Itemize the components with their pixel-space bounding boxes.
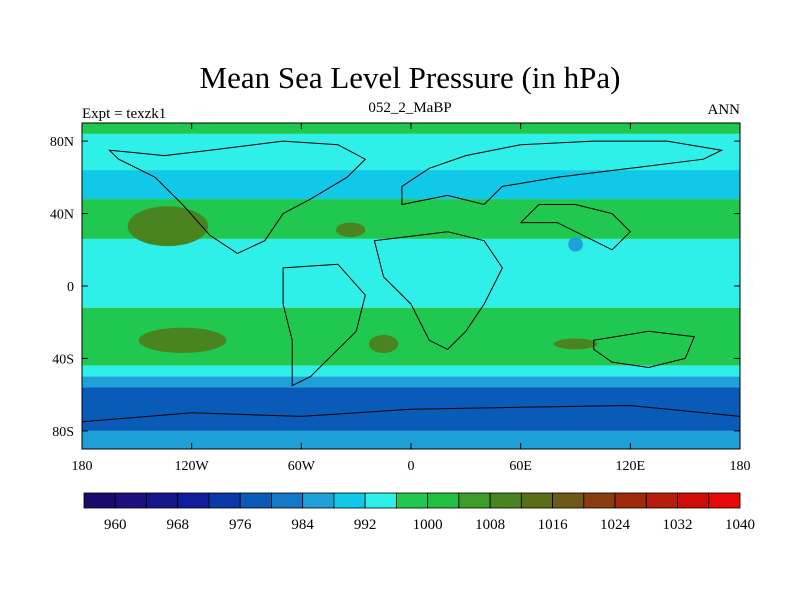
colorbar-swatch-6 (271, 492, 304, 509)
high-pressure-cell-4 (553, 338, 598, 350)
colorbar-swatch-9 (364, 492, 397, 509)
x-tick-label-0: 180 (72, 459, 93, 474)
pressure-cells (127, 206, 598, 354)
colorbar-label-1: 968 (166, 517, 189, 533)
colorbar-swatch-18 (645, 492, 678, 509)
map-field (82, 123, 740, 449)
coastline-3 (401, 140, 724, 206)
y-tick-label-4: 80S (52, 425, 74, 440)
colorbar-swatch-20 (708, 492, 741, 509)
colorbar-swatch-8 (333, 492, 366, 509)
x-axis: 180 120W 60W 0 60E 120E 180 (72, 123, 751, 474)
high-pressure-cell-0 (127, 206, 209, 247)
colorbar-label-7: 1016 (538, 517, 569, 533)
colorbar-label-4: 992 (354, 517, 377, 533)
colorbar-label-5: 1000 (413, 517, 443, 533)
x-tick-label-4: 60E (509, 459, 532, 474)
high-pressure-cell-1 (336, 222, 366, 238)
y-tick-label-1: 40N (50, 208, 74, 223)
colorbar-label-0: 960 (104, 517, 127, 533)
colorbar-swatch-1 (114, 492, 147, 509)
high-pressure-cell-2 (138, 327, 227, 354)
colorbar-swatch-15 (552, 492, 585, 509)
colorbar-swatch-5 (239, 492, 272, 509)
y-tick-label-0: 80N (50, 135, 74, 150)
pressure-bands (82, 123, 740, 449)
center-subtitle: 052_2_MaBP (368, 100, 451, 116)
y-axis: 80N 40N 0 40S 80S (50, 135, 740, 440)
low-pressure-cell-0 (568, 237, 583, 252)
colorbar-label-9: 1032 (663, 517, 693, 533)
coastline-4 (519, 204, 632, 251)
colorbar: 960 968 976 984 992 1000 1008 1016 1024 1032 1040 (83, 492, 755, 533)
colorbar-swatch-16 (583, 492, 616, 509)
pressure-band-2 (82, 170, 740, 200)
colorbar-swatch-12 (458, 492, 491, 509)
colorbar-swatch-2 (146, 492, 179, 509)
coastline-6 (82, 404, 740, 449)
colorbar-label-8: 1024 (600, 517, 631, 533)
coastline-2 (373, 231, 503, 351)
x-tick-label-2: 60W (288, 459, 316, 474)
x-tick-label-1: 120W (175, 459, 210, 474)
colorbar-swatch-0 (83, 492, 116, 509)
pressure-band-7 (82, 376, 740, 388)
x-tick-label-5: 120E (616, 459, 646, 474)
high-pressure-cell-3 (368, 334, 399, 354)
colorbar-label-6: 1008 (475, 517, 505, 533)
left-subtitle: Expt = texzk1 (82, 106, 166, 122)
coastline-5 (593, 330, 696, 369)
colorbar-swatch-13 (489, 492, 522, 509)
colorbar-label-10: 1040 (725, 517, 755, 533)
pressure-band-9 (82, 430, 740, 449)
colorbar-swatch-4 (208, 492, 241, 509)
colorbar-swatch-14 (520, 492, 553, 509)
x-tick-label-6: 180 (730, 459, 751, 474)
pressure-band-4 (82, 238, 740, 308)
pressure-band-6 (82, 365, 740, 377)
chart-title: Mean Sea Level Pressure (in hPa) (200, 60, 621, 95)
colorbar-label-2: 976 (229, 517, 252, 533)
y-tick-label-2: 0 (67, 280, 74, 295)
colorbar-swatch-11 (427, 492, 460, 509)
x-tick-label-3: 0 (408, 459, 415, 474)
y-tick-label-3: 40S (52, 352, 74, 367)
right-subtitle: ANN (708, 102, 741, 118)
pressure-band-1 (82, 133, 740, 171)
colorbar-label-3: 984 (291, 517, 314, 533)
colorbar-swatch-17 (614, 492, 647, 509)
coastline-0 (108, 140, 367, 254)
colorbar-swatch-3 (177, 492, 210, 509)
colorbar-swatch-10 (395, 492, 429, 509)
coastlines (82, 140, 740, 449)
colorbar-swatch-7 (302, 492, 335, 509)
colorbar-swatch-19 (677, 492, 710, 509)
coastline-1 (282, 263, 366, 387)
